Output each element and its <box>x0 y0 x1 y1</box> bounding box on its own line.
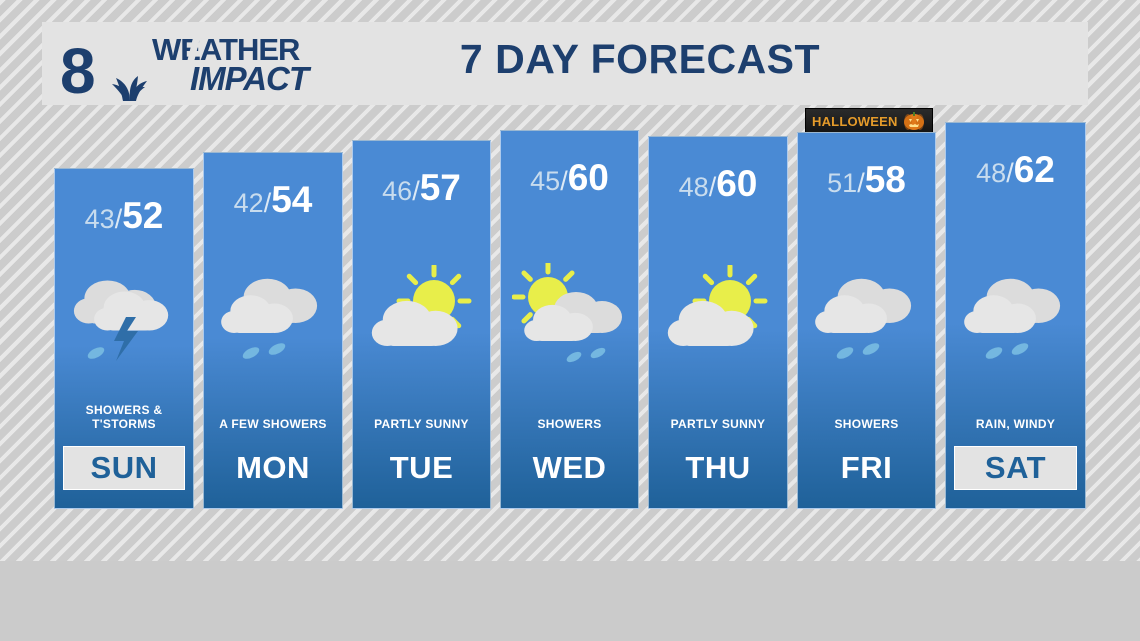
halloween-label: HALLOWEEN <box>812 113 898 129</box>
condition-line: SHOWERS <box>537 417 602 431</box>
condition-text: PARTLY SUNNY <box>649 417 787 431</box>
low-temperature: 48 <box>678 172 709 202</box>
day-label-text: SUN <box>90 450 158 485</box>
condition-text: SHOWERS <box>501 417 638 431</box>
high-temperature: 57 <box>419 167 461 208</box>
day-label-text: WED <box>532 450 607 485</box>
temperature-separator: / <box>708 172 717 202</box>
high-temperature: 54 <box>271 179 313 220</box>
forecast-day-column-mon[interactable]: 42/54 A FEW SHOWERS MON <box>203 152 343 509</box>
jack-o-lantern-icon <box>903 112 924 130</box>
condition-line: RAIN, WINDY <box>975 417 1056 431</box>
day-label-thu[interactable]: THU <box>657 446 779 490</box>
temperature-separator: / <box>1006 158 1014 188</box>
temperature-separator: / <box>263 188 272 218</box>
day-label-mon[interactable]: MON <box>212 446 334 490</box>
rain-cloud-icon <box>946 262 1085 372</box>
low-temperature: 45 <box>530 166 561 196</box>
sun-cloud-rain-icon <box>501 262 638 372</box>
thunderstorm-icon <box>55 262 193 372</box>
high-temperature: 62 <box>1013 149 1055 190</box>
low-temperature: 42 <box>233 188 264 218</box>
condition-text: RAIN, WINDY <box>946 417 1085 431</box>
temperature-range: 42/54 <box>204 179 342 221</box>
high-temperature: 52 <box>122 195 164 236</box>
condition-line: SHOWERS & <box>85 403 163 417</box>
condition-text: SHOWERS & T'STORMS <box>55 403 193 431</box>
temperature-range: 45/60 <box>501 157 638 199</box>
nbc-peacock-icon <box>112 76 147 101</box>
low-temperature: 43 <box>84 204 115 234</box>
condition-line: PARTLY SUNNY <box>670 417 766 431</box>
forecast-day-column-sat[interactable]: 48/62 RAIN, WINDY SAT <box>945 122 1086 509</box>
day-label-text: SAT <box>984 450 1047 485</box>
rain-cloud-icon <box>204 262 342 372</box>
condition-line: SHOWERS <box>834 417 899 431</box>
temperature-separator: / <box>114 204 123 234</box>
temperature-range: 48/60 <box>649 163 787 205</box>
station-logo: 8 WEATHER IMPACT <box>60 28 362 107</box>
weather-impact-wordmark: WEATHER IMPACT <box>152 32 362 102</box>
day-label-tue[interactable]: TUE <box>361 446 482 490</box>
condition-text: A FEW SHOWERS <box>204 417 342 431</box>
forecast-day-column-tue[interactable]: 46/57 PARTLY SUNNY TUE <box>352 140 491 509</box>
condition-text: SHOWERS <box>798 417 935 431</box>
temperature-range: 43/52 <box>55 195 193 237</box>
high-temperature: 60 <box>567 157 609 198</box>
condition-line: A FEW SHOWERS <box>219 417 327 431</box>
condition-text: PARTLY SUNNY <box>353 417 490 431</box>
day-label-sun[interactable]: SUN <box>63 446 185 490</box>
temperature-separator: / <box>857 168 865 198</box>
background-lower-band <box>0 561 1140 641</box>
day-label-fri[interactable]: FRI <box>806 446 927 490</box>
temperature-range: 51/58 <box>798 159 935 201</box>
header-bar <box>42 22 1088 105</box>
wordmark-weather: WEATHER <box>152 32 300 67</box>
temperature-separator: / <box>412 176 420 206</box>
forecast-day-column-fri[interactable]: 51/58 SHOWERS FRI <box>797 132 936 509</box>
temperature-range: 48/62 <box>946 149 1085 191</box>
low-temperature: 51 <box>827 168 858 198</box>
forecast-day-column-sun[interactable]: 43/52 SHOWERS & T'STORMS SUN <box>54 168 194 509</box>
day-label-text: FRI <box>840 450 893 485</box>
forecast-day-column-thu[interactable]: 48/60 PARTLY SUNNY THU <box>648 136 788 509</box>
temperature-range: 46/57 <box>353 167 490 209</box>
channel-number: 8 <box>60 35 96 107</box>
day-label-text: MON <box>236 450 310 485</box>
low-temperature: 48 <box>976 158 1007 188</box>
temperature-separator: / <box>560 166 568 196</box>
sun-behind-cloud-icon <box>649 262 787 372</box>
day-label-sat[interactable]: SAT <box>954 446 1077 490</box>
condition-line: PARTLY SUNNY <box>374 417 469 431</box>
page-title: 7 DAY FORECAST <box>459 36 821 82</box>
high-temperature: 58 <box>864 159 906 200</box>
forecast-day-column-wed[interactable]: 45/60 SHOWERS WED <box>500 130 639 509</box>
day-label-text: TUE <box>389 450 454 485</box>
rain-cloud-icon <box>798 262 935 372</box>
sun-behind-cloud-icon <box>353 262 490 372</box>
day-label-wed[interactable]: WED <box>509 446 630 490</box>
condition-line: T'STORMS <box>92 417 156 431</box>
high-temperature: 60 <box>716 163 758 204</box>
wordmark-impact: IMPACT <box>190 60 309 97</box>
low-temperature: 46 <box>382 176 413 206</box>
day-label-text: THU <box>685 450 751 485</box>
